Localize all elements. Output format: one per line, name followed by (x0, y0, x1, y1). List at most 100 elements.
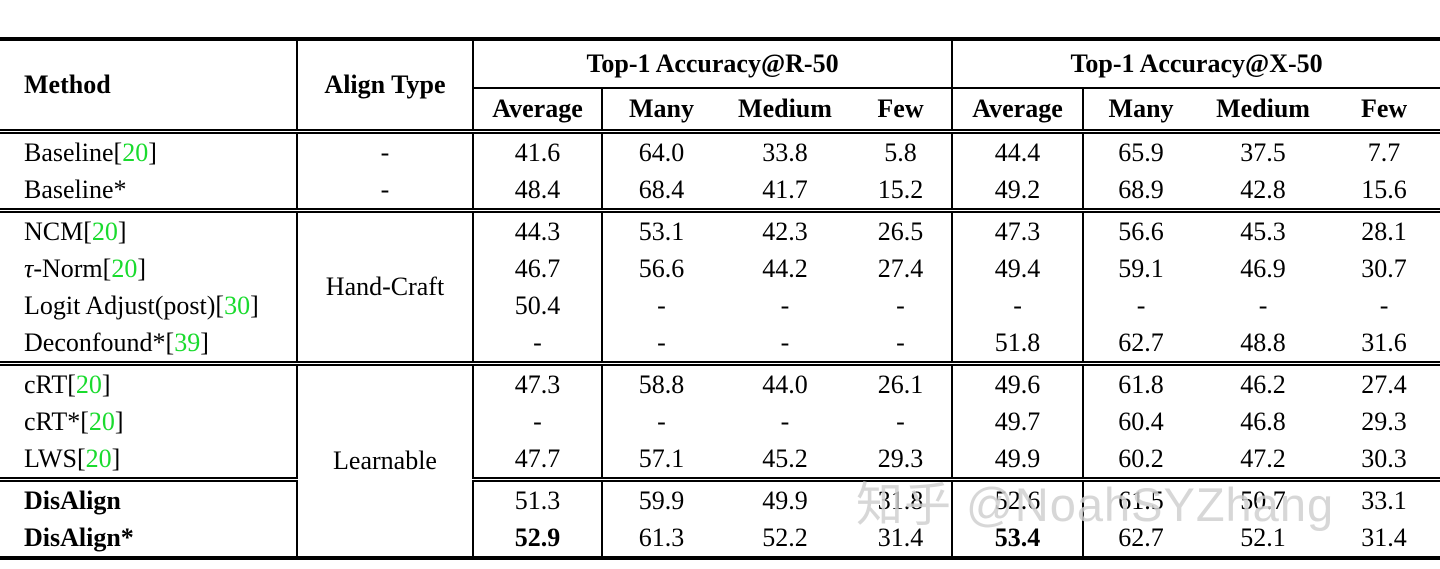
value-cell: - (1258, 290, 1268, 320)
value-cell: 33.1 (1328, 477, 1440, 519)
col-header-many-x50: Many (1108, 94, 1174, 123)
align-type-cell: Learnable (297, 361, 474, 558)
value-cell: 5.8 (850, 129, 954, 171)
method-cell: DisAlign* (0, 519, 298, 558)
value-cell: 30.3 (1361, 443, 1407, 473)
value-cell: 28.1 (1328, 208, 1440, 250)
value-cell: 49.9 (952, 440, 1085, 480)
col-group-x50: Top-1 Accuracy@X-50 (952, 39, 1440, 89)
citation-ref: 20 (88, 406, 115, 436)
value-cell: 49.2 (952, 171, 1085, 211)
value-cell: 31.6 (1361, 327, 1407, 357)
value-cell: - (850, 403, 954, 440)
value-cell: 46.2 (1198, 361, 1329, 403)
method-cell: Logit Adjust(post)[30] (0, 287, 298, 324)
col-header-few-r50: Few (850, 88, 954, 132)
value-cell: 27.4 (1328, 361, 1440, 403)
value-cell: 42.3 (720, 208, 850, 250)
subheader-row: Average Many Medium Few Average Many Med… (0, 88, 1440, 132)
value-cell: 37.5 (1198, 129, 1329, 171)
value-cell: 31.8 (850, 477, 954, 519)
value-cell: 41.7 (762, 174, 808, 204)
value-cell: 61.8 (1083, 361, 1199, 403)
value-cell: 44.3 (473, 208, 603, 250)
value-cell: 48.4 (473, 171, 603, 211)
value-cell: 26.5 (850, 208, 954, 250)
col-header-medium-r50: Medium (738, 94, 832, 123)
value-cell: 47.3 (473, 361, 603, 403)
value-cell: - (657, 406, 666, 436)
table-row: DisAlign 51.3 59.9 49.9 31.8 52.6 61.5 50.7 33.1 (0, 477, 1440, 519)
value-cell: 52.6 (952, 477, 1085, 519)
value-cell: 29.3 (850, 440, 954, 480)
value-cell: 61.3 (638, 522, 685, 552)
value-cell: - (473, 403, 603, 440)
col-header-average-x50: Average (952, 88, 1085, 132)
citation-ref: 20 (91, 216, 118, 246)
value-cell: 15.6 (1361, 174, 1407, 204)
col-header-align-type: Align Type (297, 39, 474, 132)
value-cell: 65.9 (1083, 129, 1199, 171)
value-cell: 62.7 (1118, 327, 1164, 357)
value-cell: 41.6 (473, 129, 603, 171)
value-cell: - (1136, 290, 1146, 320)
value-cell: 52.1 (1240, 522, 1286, 552)
table-row: LWS[20] 47.7 57.1 45.2 29.3 49.9 60.2 47.2 30.3 (0, 440, 1440, 480)
method-cell: DisAlign (0, 477, 298, 519)
col-header-method: Method (0, 39, 298, 132)
value-cell: 30.7 (1361, 253, 1407, 283)
citation-ref: 20 (85, 443, 112, 473)
value-cell: - (850, 287, 954, 324)
method-cell: cRT[20] (0, 361, 298, 403)
table-row: Logit Adjust(post)[30] 50.4- - - - - - - (0, 287, 1440, 324)
value-cell: 46.8 (1240, 406, 1286, 436)
value-cell: 31.4 (1361, 522, 1407, 552)
table-row: NCM[20] Hand-Craft 44.3 53.1 42.3 26.5 47.3 56.… (0, 208, 1440, 364)
value-cell: 52.9 (473, 519, 603, 558)
col-group-r50: Top-1 Accuracy@R-50 (473, 39, 954, 89)
value-cell: - (1379, 290, 1389, 320)
value-cell: - (780, 327, 790, 357)
align-type-cell: Hand-Craft (297, 208, 474, 364)
table-row: Baseline[20] -41.6 64.0 33.8 5.8 44.4 65.9 37.5… (0, 129, 1440, 171)
value-cell: 59.9 (602, 477, 720, 519)
value-cell: 44.0 (720, 361, 850, 403)
value-cell: - (473, 324, 603, 364)
table-row: cRT*[20] - - - -49.7 60.4 46.8 29.3 (0, 403, 1440, 440)
value-cell: 56.6 (638, 253, 685, 283)
value-cell: 46.7 (473, 250, 603, 287)
value-cell: 57.1 (638, 443, 685, 473)
value-cell: 61.5 (1083, 477, 1199, 519)
value-cell: 45.2 (762, 443, 808, 473)
value-cell: 50.4 (473, 287, 603, 324)
table-row: Baseline* -48.4 68.4 41.7 15.2 49.2 68.9 42.8 15… (0, 171, 1440, 211)
value-cell: - (952, 287, 1085, 324)
value-cell: 51.3 (473, 477, 603, 519)
table-body: Baseline[20] -41.6 64.0 33.8 5.8 44.4 65.9 37.5… (0, 129, 1440, 558)
value-cell: 47.7 (473, 440, 603, 480)
value-cell: 56.6 (1083, 208, 1199, 250)
value-cell: 59.1 (1118, 253, 1164, 283)
value-cell: 45.3 (1198, 208, 1329, 250)
citation-ref: 30 (224, 290, 251, 320)
col-header-medium-x50: Medium (1216, 94, 1310, 123)
value-cell: 49.7 (952, 403, 1085, 440)
group-header-row: Method Align Type Top-1 Accuracy@R-50 To… (0, 39, 1440, 132)
value-cell: 50.7 (1198, 477, 1329, 519)
value-cell: 51.8 (952, 324, 1085, 364)
value-cell: 52.2 (762, 522, 808, 552)
value-cell: 53.1 (602, 208, 720, 250)
results-table: Method Align Type Top-1 Accuracy@R-50 To… (0, 37, 1440, 560)
col-header-many-r50: Many (629, 94, 694, 123)
value-cell: 42.8 (1240, 174, 1286, 204)
value-cell: 26.1 (850, 361, 954, 403)
value-cell: - (657, 290, 666, 320)
col-header-average-r50: Average (473, 88, 603, 132)
value-cell: 62.7 (1118, 522, 1164, 552)
value-cell: 49.9 (720, 477, 850, 519)
align-type-cell: - (297, 129, 474, 171)
table-header: Method Align Type Top-1 Accuracy@R-50 To… (0, 39, 1440, 132)
method-cell: cRT*[20] (0, 403, 298, 440)
value-cell: 33.8 (720, 129, 850, 171)
value-cell: 48.8 (1240, 327, 1286, 357)
